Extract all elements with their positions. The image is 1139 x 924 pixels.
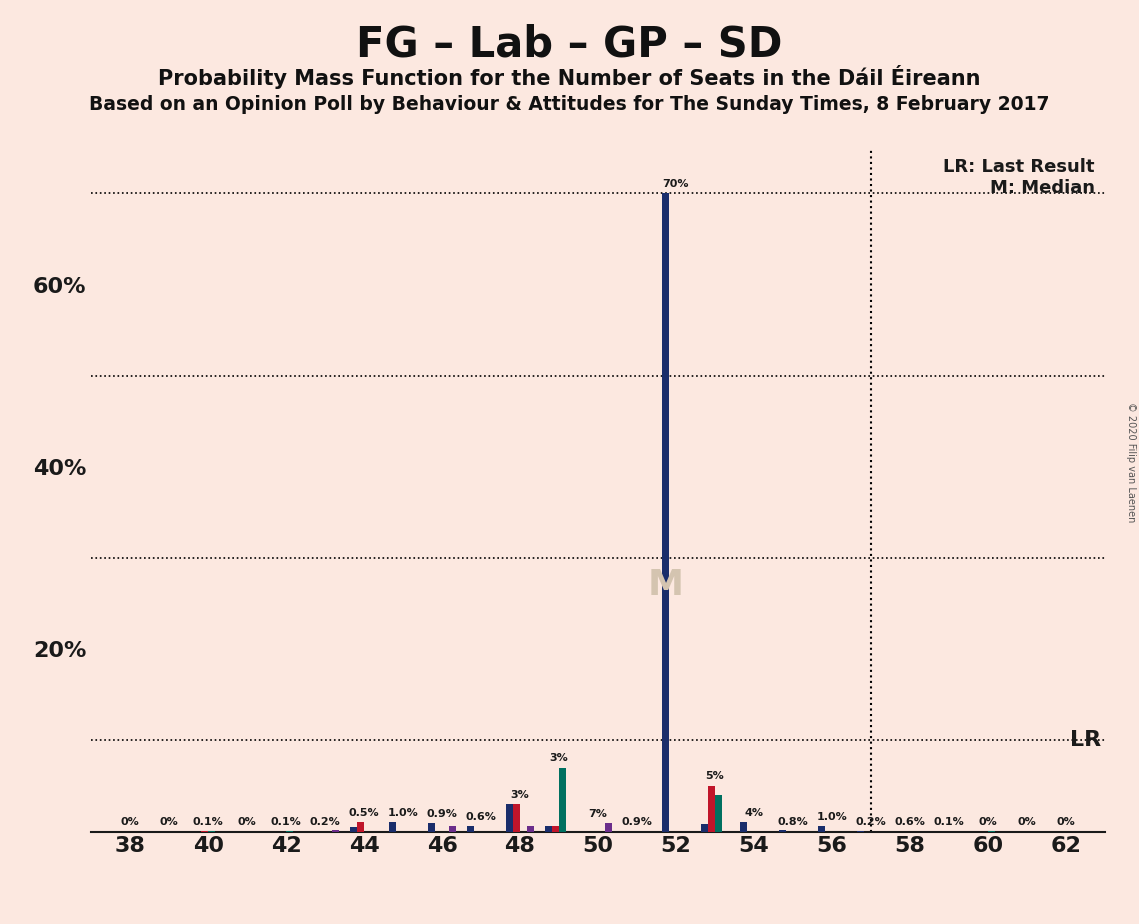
Text: 0.9%: 0.9% [427, 808, 458, 819]
Bar [428, 823, 435, 832]
Text: 5%: 5% [705, 772, 724, 782]
Text: LR: LR [1070, 731, 1101, 750]
Text: 0.6%: 0.6% [466, 811, 497, 821]
Text: M: M [647, 568, 683, 602]
Text: 70%: 70% [663, 179, 689, 188]
Text: 0.9%: 0.9% [622, 817, 653, 827]
Text: 0.2%: 0.2% [855, 817, 886, 827]
Bar [544, 826, 552, 832]
Text: M: Median: M: Median [990, 178, 1095, 197]
Bar [740, 822, 747, 832]
Bar [700, 824, 708, 832]
Text: 3%: 3% [550, 753, 568, 763]
Text: 7%: 7% [589, 808, 607, 819]
Bar [506, 804, 513, 832]
Text: Probability Mass Function for the Number of Seats in the Dáil Éireann: Probability Mass Function for the Number… [158, 65, 981, 89]
Text: 0.6%: 0.6% [894, 817, 925, 827]
Text: 0.1%: 0.1% [192, 817, 223, 827]
Text: © 2020 Filip van Laenen: © 2020 Filip van Laenen [1126, 402, 1136, 522]
Text: LR: Last Result: LR: Last Result [943, 158, 1095, 176]
Text: 0.8%: 0.8% [778, 817, 809, 827]
Bar [350, 827, 357, 832]
Bar [559, 768, 566, 832]
Bar [662, 193, 669, 832]
Text: 0%: 0% [159, 817, 179, 827]
Text: 0.5%: 0.5% [349, 808, 379, 818]
Bar [527, 826, 534, 832]
Text: 0.1%: 0.1% [271, 817, 302, 827]
Text: 0.2%: 0.2% [310, 817, 341, 827]
Text: 0%: 0% [978, 817, 998, 827]
Bar [715, 796, 722, 832]
Bar [708, 786, 715, 832]
Text: 3%: 3% [510, 790, 530, 799]
Text: 1.0%: 1.0% [817, 811, 847, 821]
Text: 4%: 4% [745, 808, 763, 818]
Bar [779, 830, 786, 832]
Bar [552, 826, 559, 832]
Bar [390, 822, 396, 832]
Text: 1.0%: 1.0% [387, 808, 418, 818]
Text: 0%: 0% [238, 817, 256, 827]
Text: 0.1%: 0.1% [934, 817, 965, 827]
Text: 0%: 0% [121, 817, 139, 827]
Bar [818, 826, 825, 832]
Bar [333, 830, 339, 832]
Text: 0%: 0% [1057, 817, 1075, 827]
Text: 0%: 0% [1017, 817, 1036, 827]
Text: FG – Lab – GP – SD: FG – Lab – GP – SD [357, 23, 782, 65]
Bar [467, 826, 474, 832]
Bar [605, 823, 612, 832]
Bar [449, 826, 456, 832]
Bar [513, 804, 521, 832]
Text: Based on an Opinion Poll by Behaviour & Attitudes for The Sunday Times, 8 Februa: Based on an Opinion Poll by Behaviour & … [89, 95, 1050, 115]
Bar [357, 822, 364, 832]
